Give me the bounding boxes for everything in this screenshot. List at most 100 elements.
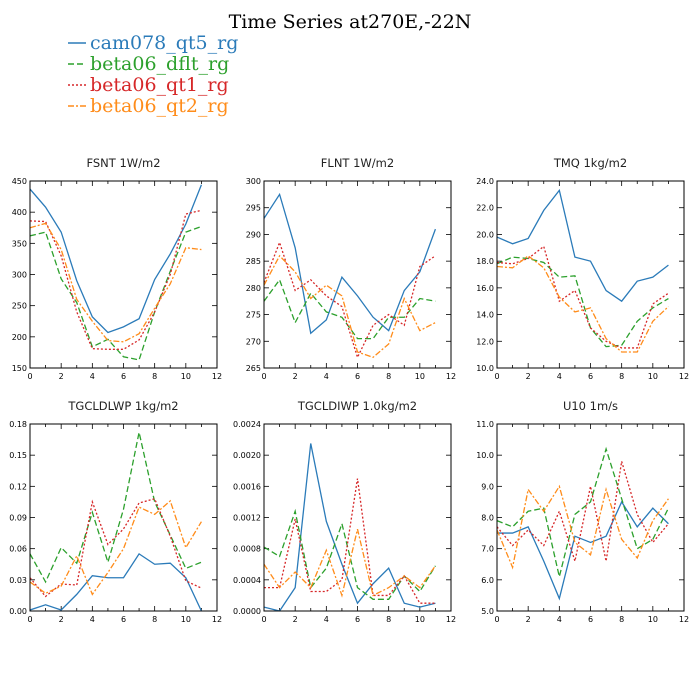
plot-frame: [496, 180, 685, 369]
series-line-cam078-qt5-rg: [30, 184, 203, 334]
x-tick-label: 10: [415, 372, 425, 381]
plot-frame: [29, 180, 218, 369]
y-tick-label: 295: [246, 204, 261, 213]
series-line-beta06-qt1-rg: [264, 240, 436, 360]
y-tick-label: 20.0: [476, 230, 494, 239]
y-tick-label: 0.18: [9, 420, 27, 429]
series-line-beta06-qt2-rg: [264, 254, 436, 359]
chart-panels: FSNT 1W/m20 2 4 6 8 10 12150200250300350400450…: [9, 156, 689, 624]
x-tick-label: 0: [261, 615, 266, 624]
series-line-beta06-qt1-rg: [497, 245, 669, 349]
panel-flnt: FLNT 1W/m2 0 2 4 6 8 10 12 265 270 275 280 285 290 295…: [246, 156, 456, 381]
panel-title: FLNT 1W/m2: [321, 156, 394, 170]
x-tick-label: 0: [27, 372, 32, 381]
series-line-cam078-qt5-rg: [264, 192, 437, 335]
x-tick-label: 10: [181, 615, 191, 624]
panel-tgcldlwp: TGCLDLWP 1kg/m2 0 2 4 6 8 10 12 0.00 0.03 0.06 0.09…: [9, 399, 222, 624]
x-tick-label: 10: [648, 372, 658, 381]
series-line-beta06-dflt-rg: [30, 432, 202, 584]
x-tick-label: 8: [619, 615, 624, 624]
legend-item-beta06-dflt-rg: beta06_dflt_rg: [68, 53, 229, 75]
x-tick-label: 2: [293, 372, 298, 381]
x-tick-label: 2: [526, 372, 531, 381]
y-tick-label: 14.0: [476, 311, 494, 320]
series-line-beta06-qt2-rg: [30, 222, 202, 343]
x-tick-label: 10: [648, 615, 658, 624]
series-line-cam078-qt5-rg: [30, 552, 203, 611]
x-tick-label: 2: [59, 615, 64, 624]
panel-tgcldiwp: TGCLDIWP 1.0kg/m2 0 2 4 6 8 10 12 0.0000 0.0004 0.…: [233, 399, 456, 624]
y-tick-label: 0.03: [9, 576, 27, 585]
series-line-beta06-dflt-rg: [264, 508, 436, 600]
y-tick-label: 280: [246, 284, 261, 293]
x-tick-label: 6: [588, 372, 593, 381]
plot-frame: [263, 423, 452, 612]
y-tick-label: 0.00: [9, 607, 27, 616]
series-line-beta06-dflt-rg: [497, 256, 669, 348]
x-tick-label: 2: [59, 372, 64, 381]
x-tick-label: 6: [355, 372, 360, 381]
x-tick-label: 2: [526, 615, 531, 624]
panel-fsnt: FSNT 1W/m2 0 2 4 6 8 10 12 150 200 250 300 350 400 450: [12, 156, 222, 381]
y-tick-label: 0.0016: [233, 482, 261, 491]
x-tick-label: 2: [293, 615, 298, 624]
y-tick-label: 8.0: [481, 514, 494, 523]
series-line-beta06-qt2-rg: [264, 529, 436, 598]
legend-label: beta06_qt2_rg: [90, 95, 229, 117]
y-tick-label: 10.0: [476, 451, 494, 460]
y-tick-label: 0.0008: [233, 545, 261, 554]
y-tick-label: 0.0012: [233, 514, 261, 523]
plot-frame: [496, 423, 685, 612]
y-tick-label: 16.0: [476, 284, 494, 293]
y-tick-label: 0.09: [9, 514, 27, 523]
panel-title: TGCLDLWP 1kg/m2: [67, 399, 178, 413]
x-tick-label: 8: [152, 615, 157, 624]
y-tick-label: 0.06: [9, 545, 27, 554]
figure-title: Time Series at270E,-22N: [229, 11, 472, 33]
x-tick-label: 12: [446, 372, 456, 381]
y-tick-label: 285: [246, 257, 261, 266]
x-tick-label: 4: [324, 615, 329, 624]
y-tick-label: 0.0024: [233, 420, 261, 429]
x-tick-label: 0: [27, 615, 32, 624]
panel-title: U10 1m/s: [563, 399, 618, 413]
y-tick-label: 270: [246, 337, 261, 346]
x-tick-label: 8: [619, 372, 624, 381]
x-tick-label: 12: [446, 615, 456, 624]
plot-frame: [29, 423, 218, 612]
y-tick-label: 9.0: [481, 482, 494, 491]
y-tick-label: 24.0: [476, 177, 494, 186]
y-tick-label: 18.0: [476, 257, 494, 266]
legend-label: beta06_qt1_rg: [90, 74, 229, 96]
series-line-beta06-dflt-rg: [497, 446, 670, 577]
x-tick-label: 6: [355, 615, 360, 624]
legend-item-beta06-qt1-rg: beta06_qt1_rg: [68, 74, 229, 96]
y-tick-label: 400: [12, 208, 27, 217]
x-tick-label: 0: [494, 372, 499, 381]
x-tick-label: 8: [152, 372, 157, 381]
x-tick-label: 0: [261, 372, 266, 381]
series-line-beta06-qt2-rg: [30, 499, 202, 596]
series-line-cam078-qt5-rg: [497, 500, 669, 601]
y-tick-label: 7.0: [481, 545, 494, 554]
x-tick-label: 12: [679, 615, 689, 624]
y-tick-label: 250: [12, 302, 27, 311]
plot-frame: [263, 180, 452, 369]
series-line-beta06-qt2-rg: [497, 484, 669, 570]
x-tick-label: 6: [121, 615, 126, 624]
y-tick-label: 275: [246, 311, 261, 320]
x-tick-label: 10: [181, 372, 191, 381]
x-tick-label: 12: [212, 372, 222, 381]
series-line-beta06-qt1-rg: [497, 461, 669, 564]
y-tick-label: 5.0: [481, 607, 494, 616]
x-tick-label: 8: [386, 615, 391, 624]
y-tick-label: 6.0: [481, 576, 494, 585]
y-tick-label: 150: [12, 364, 27, 373]
x-tick-label: 4: [557, 372, 562, 381]
series-line-beta06-dflt-rg: [264, 278, 436, 340]
y-tick-label: 0.12: [9, 482, 27, 491]
series-line-beta06-qt1-rg: [264, 478, 436, 604]
series-line-beta06-qt1-rg: [30, 209, 202, 350]
x-tick-label: 0: [494, 615, 499, 624]
